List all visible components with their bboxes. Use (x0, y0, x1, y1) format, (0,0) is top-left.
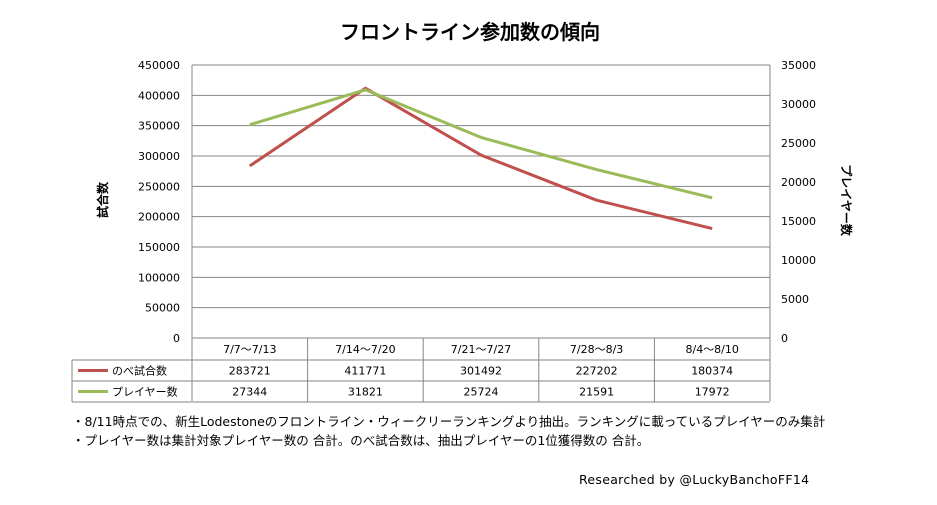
data-table: 7/7〜7/13 7/14〜7/20 7/21〜7/27 7/28〜8/3 8/4〜8/… (71, 337, 770, 403)
left-tick-label: 0 (173, 332, 180, 345)
right-tick-label: 20000 (781, 176, 816, 189)
left-tick-label: 50000 (145, 302, 180, 315)
legend-label: のべ試合数 (112, 364, 167, 378)
right-tick-label: 15000 (781, 215, 816, 228)
left-axis-title: 試合数 (95, 181, 110, 218)
category-label: 8/4〜8/10 (685, 343, 738, 356)
data-label: 17972 (695, 386, 730, 399)
left-tick-label: 350000 (138, 120, 180, 133)
category-label: 7/21〜7/27 (451, 343, 511, 356)
data-label: 283721 (229, 365, 271, 378)
data-label: 27344 (232, 386, 267, 399)
right-tick-label: 25000 (781, 137, 816, 150)
right-tick-label: 5000 (781, 293, 809, 306)
category-label: 7/14〜7/20 (335, 343, 395, 356)
left-tick-label: 300000 (138, 150, 180, 163)
series-lines (248, 86, 713, 231)
right-tick-label: 30000 (781, 98, 816, 111)
category-label: 7/7〜7/13 (223, 343, 276, 356)
data-label: 21591 (579, 386, 614, 399)
data-label: 301492 (460, 365, 502, 378)
left-tick-label: 250000 (138, 180, 180, 193)
left-tick-label: 200000 (138, 211, 180, 224)
data-label: 180374 (691, 365, 733, 378)
data-label: 411771 (344, 365, 386, 378)
left-tick-label: 450000 (138, 59, 180, 72)
footnote-2: ・プレイヤー数は集計対象プレイヤー数の 合計。のべ試合数は、抽出プレイヤーの1位… (72, 433, 650, 448)
data-label: 227202 (576, 365, 618, 378)
data-label: 25724 (464, 386, 499, 399)
category-label: 7/28〜8/3 (570, 343, 623, 356)
chart-title: フロントライン参加数の傾向 (340, 20, 600, 44)
left-tick-label: 150000 (138, 241, 180, 254)
right-axis-ticks: 35000 30000 25000 20000 15000 10000 5000 0 (781, 59, 816, 345)
credit-text: Researched by @LuckyBanchoFF14 (579, 472, 810, 487)
right-tick-label: 0 (781, 332, 788, 345)
data-label: 31821 (348, 386, 383, 399)
right-tick-label: 35000 (781, 59, 816, 72)
left-axis-ticks: 450000 400000 350000 300000 250000 200000 1500… (138, 59, 180, 345)
series-line (249, 88, 713, 200)
footnote-1: ・8/11時点での、新生Lodestoneのフロントライン・ウィークリーランキン… (72, 414, 826, 429)
series-line (248, 86, 713, 231)
left-tick-label: 100000 (138, 271, 180, 284)
legend-label: プレイヤー数 (112, 386, 178, 399)
right-axis-title: プレイヤー数 (839, 164, 854, 237)
footnotes: ・8/11時点での、新生Lodestoneのフロントライン・ウィークリーランキン… (72, 412, 825, 450)
right-tick-label: 10000 (781, 254, 816, 267)
left-tick-label: 400000 (138, 89, 180, 102)
